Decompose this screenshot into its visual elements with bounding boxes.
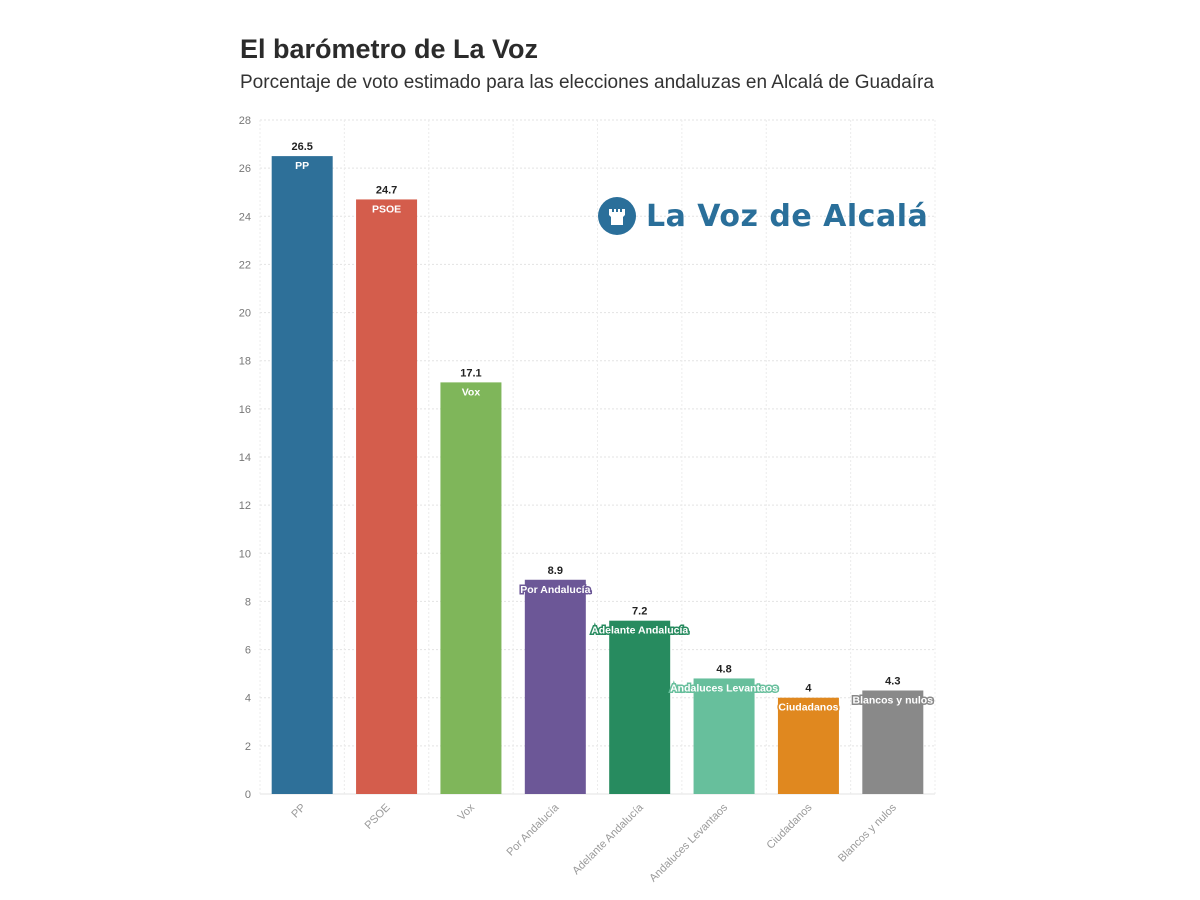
y-tick-label: 16 [239,404,251,416]
y-tick-label: 4 [245,693,251,705]
bar-inner-label: Vox [462,386,481,398]
bar [356,199,418,794]
bar [440,382,502,794]
y-tick-label: 22 [239,259,251,271]
bar [777,697,839,794]
value-label: 24.7 [376,184,397,196]
y-tick-label: 18 [239,356,251,368]
x-tick-label: Ciudadanos [765,801,815,851]
y-tick-label: 28 [239,115,251,127]
value-label: 4.3 [885,675,900,687]
value-label: 8.9 [548,565,563,577]
y-tick-label: 0 [245,789,251,801]
y-tick-label: 26 [239,163,251,175]
bar [693,678,755,794]
bar-inner-label: Blancos y nulos [853,694,934,706]
x-axis-ticks: PP PSOE Vox Por Andalucía Adelante Andalucía… [289,801,899,884]
value-label: 4.8 [716,663,731,675]
bar [524,579,586,794]
bar-inner-label: Por Andalucía [520,584,590,596]
bar [609,620,671,794]
chart-subtitle: Porcentaje de voto estimado para las ele… [240,72,934,93]
x-tick-label: Blancos y nulos [836,801,899,864]
y-tick-label: 10 [239,548,251,560]
y-tick-label: 24 [239,211,251,223]
x-tick-label: Por Andalucía [505,801,563,859]
y-tick-label: 20 [239,308,251,320]
value-label: 7.2 [632,606,647,618]
bar-inner-label: PP [295,160,309,172]
y-tick-label: 12 [239,500,251,512]
x-tick-label: PP [289,802,308,821]
y-tick-label: 6 [245,645,251,657]
y-tick-label: 8 [245,596,251,608]
x-tick-label: PSOE [363,802,393,832]
chart-title: El barómetro de La Voz [240,34,539,64]
x-tick-label: Adelante Andalucía [570,801,646,877]
value-label: 26.5 [291,141,312,153]
bars [271,156,924,794]
bar [271,156,333,794]
bar-inner-label: Ciudadanos [778,702,838,714]
value-label: 4 [805,683,812,695]
x-tick-label: Vox [456,801,478,823]
bar-inner-label: Adelante Andalucía [591,625,688,637]
castle-tower-icon [598,197,636,235]
value-label: 17.1 [460,367,481,379]
bar-labels: 26.5 PP 24.7 PSOE 17.1 Vox 8.9 Por Andalucía 7.2… [291,141,934,715]
bar-inner-label: PSOE [372,203,401,215]
la-voz-de-alcala-logo: La Voz de Alcalá [598,196,928,236]
bar [862,690,924,794]
y-tick-label: 14 [239,452,251,464]
bar-inner-label: Andaluces Levantaos [670,682,778,694]
x-tick-label: Andaluces Levantaos [647,801,730,884]
y-tick-label: 2 [245,741,251,753]
logo-text: La Voz de Alcalá [646,198,929,234]
